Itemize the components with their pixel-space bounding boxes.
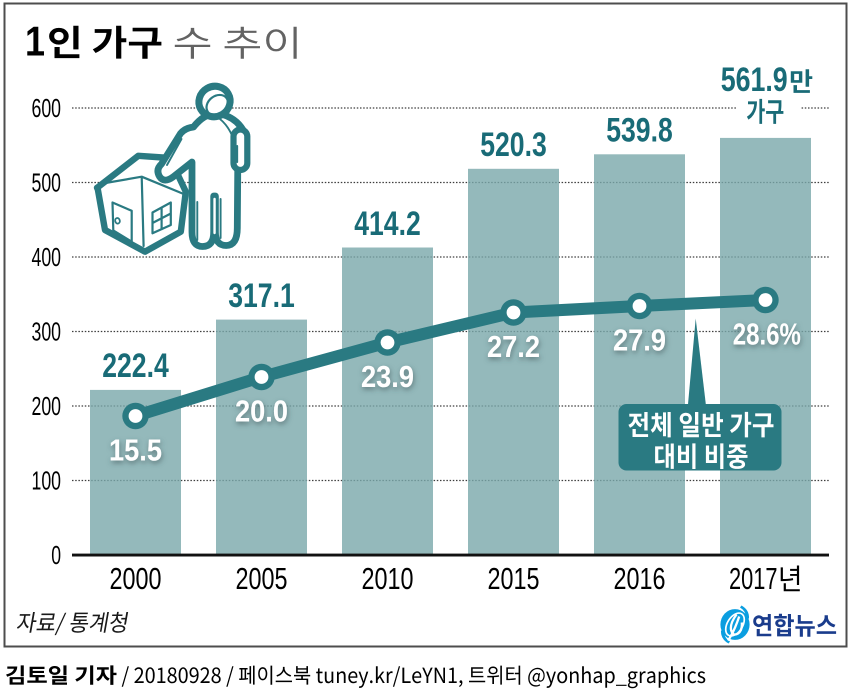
svg-text:400: 400 [32, 244, 62, 272]
svg-text:414.2: 414.2 [354, 205, 421, 243]
svg-text:100: 100 [32, 468, 62, 496]
svg-text:2010: 2010 [362, 562, 414, 596]
svg-text:561.9: 561.9 [721, 61, 788, 99]
svg-text:1: 1 [25, 18, 45, 65]
svg-text:27.9: 27.9 [613, 323, 666, 358]
svg-text:20.0: 20.0 [235, 394, 288, 429]
svg-text:0: 0 [51, 542, 61, 570]
svg-text:222.4: 222.4 [102, 347, 169, 385]
svg-text:2015: 2015 [488, 562, 540, 596]
svg-text:28.6%: 28.6% [733, 317, 801, 352]
svg-text:2017: 2017 [729, 562, 778, 596]
svg-text:15.5: 15.5 [109, 433, 162, 468]
svg-text:27.2: 27.2 [487, 329, 540, 364]
svg-text:200: 200 [32, 393, 62, 421]
svg-text:2005: 2005 [236, 562, 288, 596]
svg-text:539.8: 539.8 [606, 112, 673, 150]
svg-text:300: 300 [32, 319, 62, 347]
svg-text:317.1: 317.1 [228, 277, 295, 315]
svg-text:2016: 2016 [614, 562, 666, 596]
svg-text:2000: 2000 [110, 562, 162, 596]
svg-text:520.3: 520.3 [480, 126, 547, 164]
svg-text:500: 500 [32, 170, 62, 198]
svg-text:600: 600 [32, 95, 62, 123]
svg-text:23.9: 23.9 [361, 359, 414, 394]
